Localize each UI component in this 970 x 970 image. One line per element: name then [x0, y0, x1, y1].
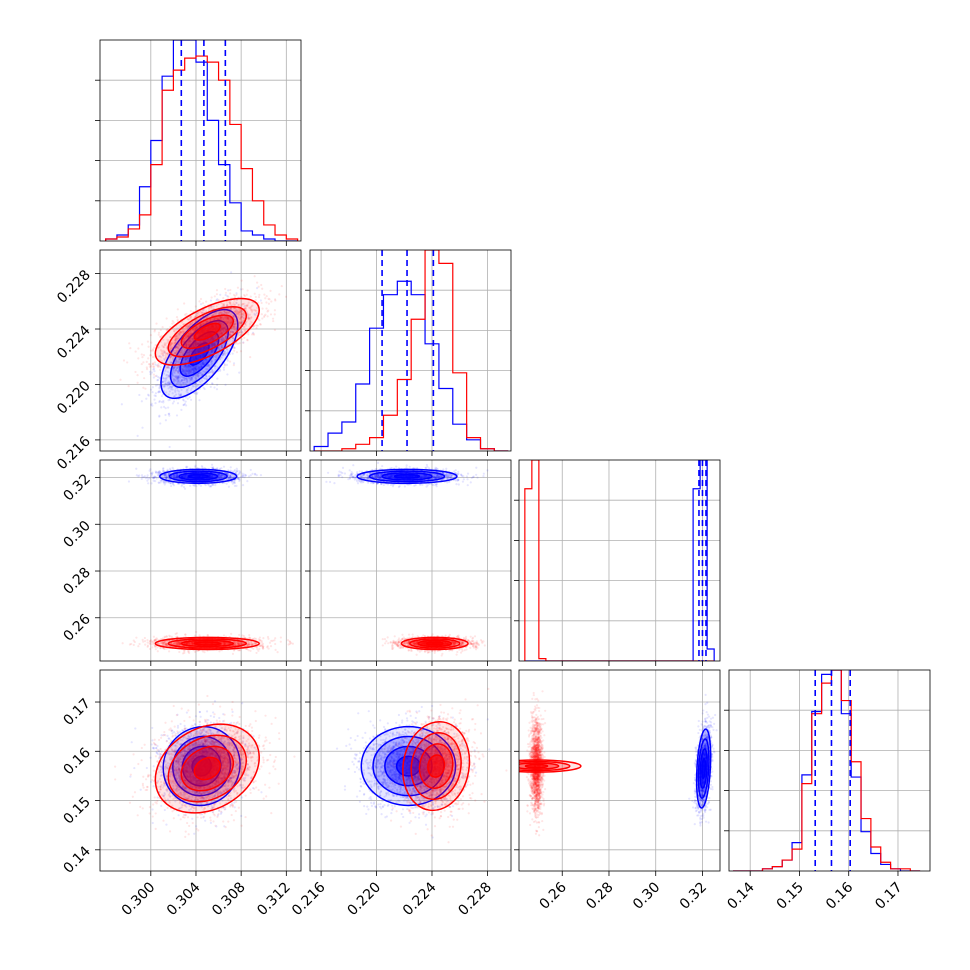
y-tick-label: 0.28: [60, 565, 93, 598]
y-tick-label: 0.30: [60, 518, 93, 551]
y-tick-label: 0.228: [54, 267, 94, 307]
panel-frame: [310, 250, 511, 451]
x-tick-label: 0.28: [583, 879, 616, 912]
x-tick-label: 0.228: [455, 879, 495, 919]
x-tick-label: 0.216: [289, 879, 329, 919]
x-tick-label: 0.308: [209, 879, 249, 919]
contours-blue: [160, 469, 237, 483]
contours-red: [401, 637, 468, 649]
histogram-blue: [106, 40, 298, 241]
contours-red: [140, 707, 275, 831]
x-tick-label: 0.224: [400, 879, 440, 919]
scatter-panel-2-1: [305, 460, 511, 666]
panel-frame: [519, 460, 720, 661]
panel-frame: [310, 460, 511, 661]
histogram-panel-3: 0.14 0.15 0.16 0.17: [724, 670, 930, 913]
histogram-red: [733, 670, 920, 871]
contours-blue: [695, 729, 713, 809]
histogram-panel-0: [95, 40, 301, 246]
scatter-panel-3-0: 0.3000.3040.3080.312 0.14 0.15 0.16 0.17: [60, 670, 301, 919]
x-tick-label: 0.17: [872, 879, 905, 912]
y-tick-label: 0.220: [54, 378, 94, 418]
x-tick-label: 0.32: [677, 879, 710, 912]
histogram-red: [525, 460, 714, 661]
histogram-panel-2: [514, 460, 720, 666]
y-tick-label: 0.16: [60, 745, 93, 778]
scatter-panel-3-1: 0.216 0.220 0.224 0.228: [289, 670, 511, 919]
y-tick-label: 0.17: [60, 696, 93, 729]
x-tick-label: 0.14: [724, 879, 757, 912]
scatter-panel-3-2: 0.26 0.28 0.30 0.32: [492, 670, 720, 913]
x-tick-label: 0.30: [630, 879, 663, 912]
x-tick-label: 0.312: [254, 879, 294, 919]
x-tick-label: 0.15: [774, 879, 807, 912]
x-tick-label: 0.26: [536, 879, 569, 912]
scatter-panel-1-0: 0.216 0.220 0.224 0.228: [54, 250, 302, 473]
histogram-blue: [733, 670, 920, 871]
x-tick-label: 0.220: [344, 879, 384, 919]
histogram-red: [314, 250, 508, 451]
y-tick-label: 0.32: [60, 471, 93, 504]
scatter-panel-2-0: 0.26 0.28 0.30 0.32: [60, 460, 301, 666]
y-tick-label: 0.26: [60, 611, 93, 644]
y-tick-label: 0.14: [60, 843, 93, 876]
panel-frame: [100, 460, 301, 661]
x-tick-label: 0.300: [119, 879, 159, 919]
panel-frame: [729, 670, 930, 871]
panel-frame: [100, 40, 301, 241]
x-tick-label: 0.16: [823, 879, 856, 912]
histogram-red: [106, 56, 298, 241]
contours-blue: [357, 469, 457, 483]
contours-red: [155, 637, 259, 649]
histogram-panel-1: [305, 250, 511, 456]
y-tick-label: 0.216: [54, 433, 94, 473]
histogram-blue: [525, 460, 714, 661]
y-tick-label: 0.15: [60, 794, 93, 827]
y-tick-label: 0.224: [54, 322, 94, 362]
x-tick-label: 0.304: [164, 879, 204, 919]
